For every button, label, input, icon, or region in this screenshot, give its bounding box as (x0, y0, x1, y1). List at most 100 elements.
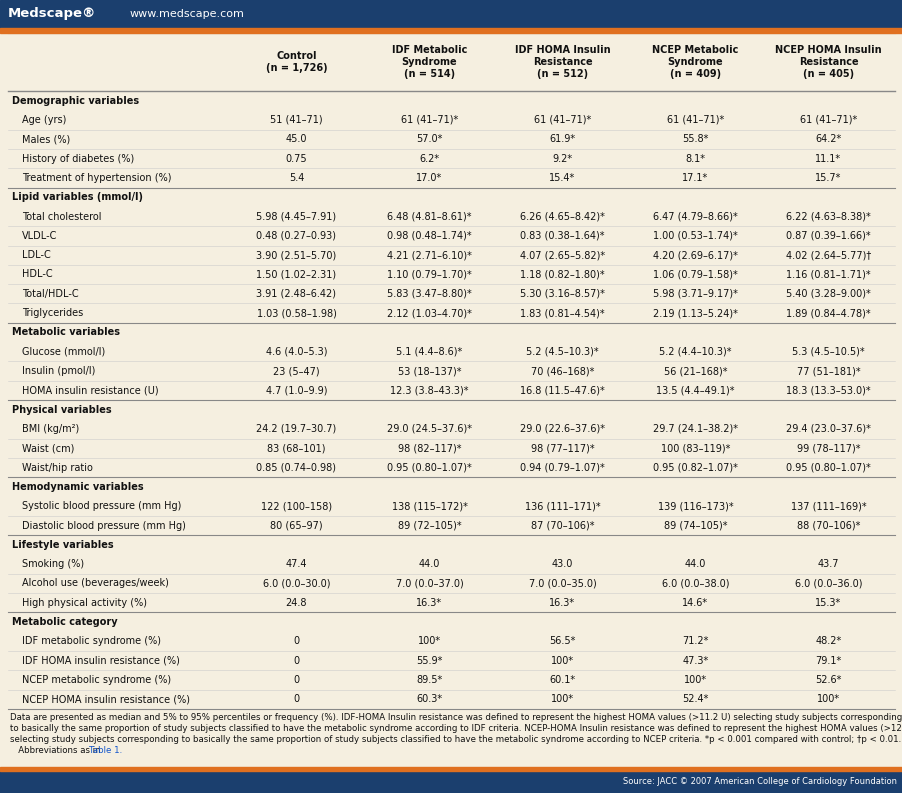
Text: 6.0 (0.0–36.0): 6.0 (0.0–36.0) (794, 578, 861, 588)
Text: 6.47 (4.79–8.66)*: 6.47 (4.79–8.66)* (652, 212, 737, 221)
Text: NCEP Metabolic
Syndrome
(n = 409): NCEP Metabolic Syndrome (n = 409) (651, 44, 738, 79)
Text: HOMA insulin resistance (U): HOMA insulin resistance (U) (22, 385, 159, 396)
Text: 13.5 (4.4–49.1)*: 13.5 (4.4–49.1)* (656, 385, 734, 396)
Text: 139 (116–173)*: 139 (116–173)* (657, 501, 732, 511)
Text: 0: 0 (293, 637, 299, 646)
Text: 0.75: 0.75 (285, 154, 307, 163)
Text: 137 (111–169)*: 137 (111–169)* (790, 501, 865, 511)
Text: 89 (74–105)*: 89 (74–105)* (663, 520, 726, 531)
Text: Metabolic variables: Metabolic variables (12, 328, 120, 337)
Text: 5.83 (3.47–8.80)*: 5.83 (3.47–8.80)* (387, 289, 472, 299)
Text: 7.0 (0.0–37.0): 7.0 (0.0–37.0) (395, 578, 463, 588)
Text: Table 1.: Table 1. (89, 746, 123, 755)
Text: 5.98 (3.71–9.17)*: 5.98 (3.71–9.17)* (652, 289, 737, 299)
Text: 18.3 (13.3–53.0)*: 18.3 (13.3–53.0)* (786, 385, 870, 396)
Text: 1.83 (0.81–4.54)*: 1.83 (0.81–4.54)* (520, 308, 604, 318)
Text: 71.2*: 71.2* (682, 637, 708, 646)
Text: 70 (46–168)*: 70 (46–168)* (530, 366, 594, 376)
Text: 5.98 (4.45–7.91): 5.98 (4.45–7.91) (256, 212, 336, 221)
Text: 55.9*: 55.9* (416, 656, 442, 665)
Text: Lipid variables (mmol/l): Lipid variables (mmol/l) (12, 192, 143, 202)
Text: 0: 0 (293, 675, 299, 685)
Text: 3.90 (2.51–5.70): 3.90 (2.51–5.70) (256, 250, 336, 260)
Text: 2.12 (1.03–4.70)*: 2.12 (1.03–4.70)* (387, 308, 472, 318)
Text: 17.1*: 17.1* (682, 173, 708, 183)
Text: 1.06 (0.79–1.58)*: 1.06 (0.79–1.58)* (652, 270, 737, 279)
Text: 8.1*: 8.1* (685, 154, 704, 163)
Text: 1.16 (0.81–1.71)*: 1.16 (0.81–1.71)* (786, 270, 870, 279)
Text: 99 (78–117)*: 99 (78–117)* (796, 443, 860, 454)
Text: NCEP HOMA Insulin
Resistance
(n = 405): NCEP HOMA Insulin Resistance (n = 405) (774, 44, 881, 79)
Text: 0.94 (0.79–1.07)*: 0.94 (0.79–1.07)* (520, 462, 604, 473)
Text: 60.3*: 60.3* (416, 695, 442, 704)
Text: 122 (100–158): 122 (100–158) (261, 501, 332, 511)
Text: 44.0: 44.0 (419, 559, 439, 569)
Text: 43.7: 43.7 (817, 559, 838, 569)
Text: 0.85 (0.74–0.98): 0.85 (0.74–0.98) (256, 462, 336, 473)
Text: 3.91 (2.48–6.42): 3.91 (2.48–6.42) (256, 289, 336, 299)
Text: 98 (82–117)*: 98 (82–117)* (397, 443, 461, 454)
Text: 0.95 (0.80–1.07)*: 0.95 (0.80–1.07)* (387, 462, 472, 473)
Text: 57.0*: 57.0* (416, 134, 442, 144)
Text: VLDL-C: VLDL-C (22, 231, 58, 241)
Text: 6.22 (4.63–8.38)*: 6.22 (4.63–8.38)* (786, 212, 870, 221)
Text: 89 (72–105)*: 89 (72–105)* (397, 520, 461, 531)
Text: 56 (21–168)*: 56 (21–168)* (663, 366, 726, 376)
Text: 16.3*: 16.3* (548, 598, 575, 607)
Text: 43.0: 43.0 (551, 559, 573, 569)
Text: 29.4 (23.0–37.6)*: 29.4 (23.0–37.6)* (786, 424, 870, 434)
Text: 89.5*: 89.5* (416, 675, 442, 685)
Bar (0, 771, 902, 793)
Text: Smoking (%): Smoking (%) (22, 559, 84, 569)
Text: 47.4: 47.4 (285, 559, 307, 569)
Text: 53 (18–137)*: 53 (18–137)* (397, 366, 461, 376)
Text: 1.10 (0.79–1.70)*: 1.10 (0.79–1.70)* (387, 270, 472, 279)
Text: www.medscape.com: www.medscape.com (130, 9, 244, 19)
Text: Glucose (mmol/l): Glucose (mmol/l) (22, 347, 106, 357)
Text: History of diabetes (%): History of diabetes (%) (22, 154, 134, 163)
Text: IDF HOMA Insulin
Resistance
(n = 512): IDF HOMA Insulin Resistance (n = 512) (514, 44, 610, 79)
Text: Medscape®: Medscape® (8, 7, 97, 21)
Text: 6.48 (4.81–8.61)*: 6.48 (4.81–8.61)* (387, 212, 471, 221)
Text: Total/HDL-C: Total/HDL-C (22, 289, 78, 299)
Text: 100*: 100* (550, 656, 574, 665)
Text: 1.18 (0.82–1.80)*: 1.18 (0.82–1.80)* (520, 270, 604, 279)
Text: 100*: 100* (683, 675, 706, 685)
Text: 60.1*: 60.1* (548, 675, 575, 685)
Text: IDF Metabolic
Syndrome
(n = 514): IDF Metabolic Syndrome (n = 514) (391, 44, 466, 79)
Text: 47.3*: 47.3* (682, 656, 708, 665)
Text: Data are presented as median and 5% to 95% percentiles or frequency (%). IDF-HOM: Data are presented as median and 5% to 9… (10, 713, 901, 722)
Text: Metabolic category: Metabolic category (12, 617, 117, 627)
Text: Treatment of hypertension (%): Treatment of hypertension (%) (22, 173, 171, 183)
Text: 5.30 (3.16–8.57)*: 5.30 (3.16–8.57)* (520, 289, 604, 299)
Text: 44.0: 44.0 (684, 559, 705, 569)
Bar (0, 28, 902, 33)
Text: 87 (70–106)*: 87 (70–106)* (530, 520, 594, 531)
Text: Age (yrs): Age (yrs) (22, 115, 67, 125)
Text: 51 (41–71): 51 (41–71) (270, 115, 322, 125)
Text: 15.4*: 15.4* (548, 173, 575, 183)
Text: 0: 0 (293, 695, 299, 704)
Text: 29.0 (22.6–37.6)*: 29.0 (22.6–37.6)* (520, 424, 604, 434)
Text: Males (%): Males (%) (22, 134, 70, 144)
Text: NCEP metabolic syndrome (%): NCEP metabolic syndrome (%) (22, 675, 171, 685)
Text: 1.00 (0.53–1.74)*: 1.00 (0.53–1.74)* (652, 231, 737, 241)
Text: to basically the same proportion of study subjects classified to have the metabo: to basically the same proportion of stud… (10, 724, 902, 733)
Text: Alcohol use (beverages/week): Alcohol use (beverages/week) (22, 578, 169, 588)
Text: Triglycerides: Triglycerides (22, 308, 83, 318)
Text: LDL-C: LDL-C (22, 250, 51, 260)
Text: 83 (68–101): 83 (68–101) (267, 443, 326, 454)
Text: 24.8: 24.8 (285, 598, 307, 607)
Text: 56.5*: 56.5* (548, 637, 575, 646)
Text: 88 (70–106)*: 88 (70–106)* (796, 520, 860, 531)
Text: 29.7 (24.1–38.2)*: 29.7 (24.1–38.2)* (652, 424, 737, 434)
Text: 61.9*: 61.9* (548, 134, 575, 144)
Text: Abbreviations as in: Abbreviations as in (10, 746, 103, 755)
Text: Lifestyle variables: Lifestyle variables (12, 540, 114, 550)
Text: 6.26 (4.65–8.42)*: 6.26 (4.65–8.42)* (520, 212, 604, 221)
Text: 5.2 (4.4–10.3)*: 5.2 (4.4–10.3)* (658, 347, 731, 357)
Text: Physical variables: Physical variables (12, 404, 112, 415)
Text: High physical activity (%): High physical activity (%) (22, 598, 147, 607)
Text: 16.8 (11.5–47.6)*: 16.8 (11.5–47.6)* (520, 385, 604, 396)
Text: 100*: 100* (550, 695, 574, 704)
